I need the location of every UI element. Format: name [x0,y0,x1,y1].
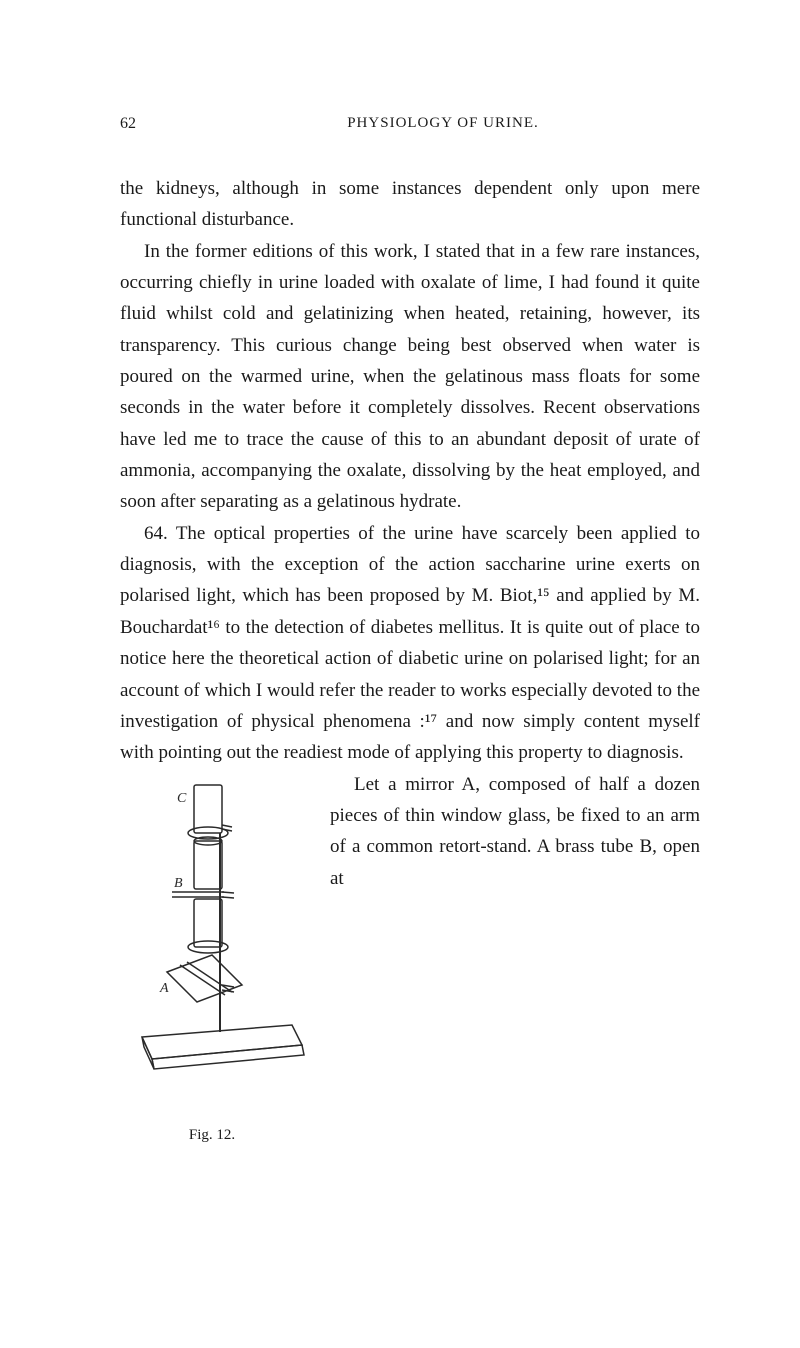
tube-upper-mid [194,841,222,889]
stand-base-top [142,1025,302,1059]
label-c: C [177,791,187,806]
mirror-a [167,955,242,1002]
paragraph-1: the kidneys, although in some instances … [120,173,700,236]
paragraph-2: In the former editions of this work, I s… [120,236,700,518]
label-a: A [159,981,169,996]
apparatus-diagram: C B A [112,777,312,1107]
figure-container: C B A Fig. 12. [112,777,312,1147]
body-text: the kidneys, although in some instances … [120,173,700,894]
page-number: 62 [120,115,136,133]
header-title: PHYSIOLOGY OF URINE. [347,115,539,133]
figure-caption: Fig. 12. [112,1123,312,1148]
label-b: B [174,876,183,891]
text-with-figure: 64. The optical properties of the urine … [120,518,700,894]
page-header: 62 PHYSIOLOGY OF URINE. [120,115,700,133]
paragraph-3: 64. The optical properties of the urine … [120,518,700,769]
tube-lower-mid [194,899,222,947]
tube-c [194,785,222,833]
